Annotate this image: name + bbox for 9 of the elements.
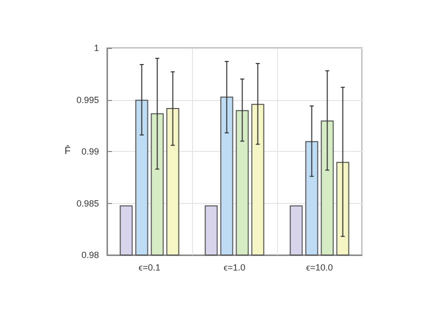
y-tick-label: 0.995 [76, 94, 99, 105]
x-tick-label: ϵ=10.0 [306, 262, 333, 272]
x-tick-label: ϵ=0.1 [138, 262, 160, 272]
x-tick-label: ϵ=1.0 [224, 262, 246, 272]
y-tick-label: 0.98 [81, 250, 99, 260]
y-tick-label: 0.985 [76, 198, 99, 208]
y-tick-label: 1 [94, 43, 99, 53]
y-axis-title: F̂ [64, 144, 71, 157]
y-tick-label: 0.99 [81, 146, 99, 156]
